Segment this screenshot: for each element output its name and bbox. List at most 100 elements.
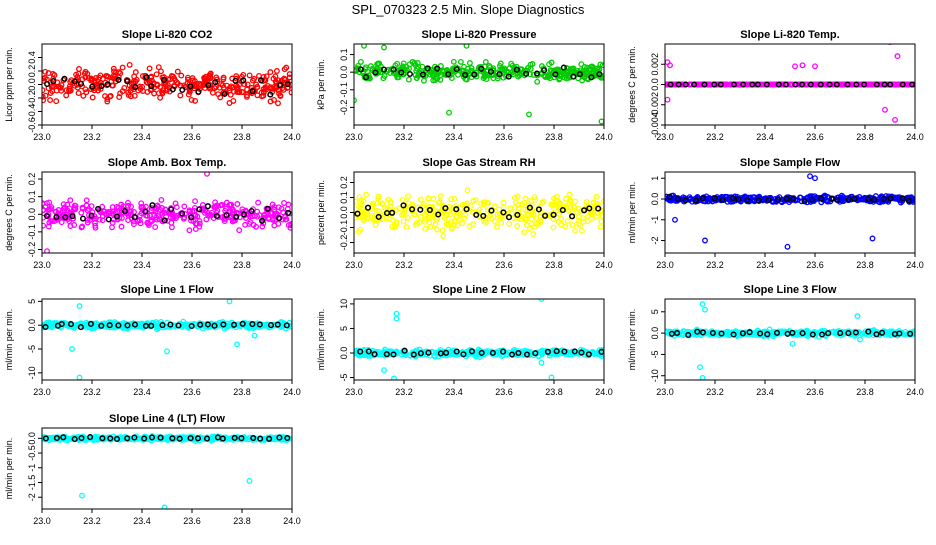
highlight-point bbox=[105, 216, 112, 223]
y-tick-label: -0.4 bbox=[27, 104, 37, 120]
highlight-point bbox=[389, 209, 396, 216]
data-point bbox=[500, 199, 507, 206]
outlier-point bbox=[699, 374, 706, 380]
data-point bbox=[159, 89, 166, 96]
highlight-point bbox=[879, 329, 886, 336]
highlight-point bbox=[219, 435, 226, 442]
x-tick-label: 23.6 bbox=[495, 387, 513, 397]
data-point bbox=[260, 86, 267, 93]
data-point bbox=[365, 215, 372, 222]
chart-panel-1: Slope Li-820 CO2 Licor ppm per min. 23.0 23… bbox=[4, 29, 301, 142]
data-point bbox=[441, 68, 448, 75]
data-point bbox=[361, 209, 368, 216]
highlight-point bbox=[508, 351, 516, 358]
highlight-point bbox=[168, 206, 175, 213]
data-point bbox=[400, 212, 407, 218]
data-point bbox=[271, 96, 277, 103]
highlight-point bbox=[505, 214, 513, 221]
data-point bbox=[71, 204, 78, 211]
y-axis-label: ml/min per min. bbox=[627, 309, 637, 371]
chart-title: Slope Line 4 (LT) Flow bbox=[109, 413, 225, 425]
highlight-point bbox=[783, 195, 790, 202]
highlight-point bbox=[730, 81, 738, 88]
highlight-point bbox=[596, 71, 603, 78]
data-point bbox=[405, 76, 412, 83]
data-point bbox=[42, 92, 49, 99]
plot-frame bbox=[353, 298, 605, 381]
data-point bbox=[515, 73, 522, 80]
y-tick-label: -0.5 bbox=[27, 445, 37, 461]
y-tick-label: 0.0 bbox=[27, 432, 37, 445]
outlier-point bbox=[812, 63, 818, 70]
data-point bbox=[96, 74, 103, 81]
data-point bbox=[484, 207, 491, 213]
data-point bbox=[259, 223, 266, 230]
data-point bbox=[448, 224, 455, 231]
highlight-point bbox=[53, 434, 60, 442]
outlier-point bbox=[361, 44, 367, 49]
highlight-point bbox=[588, 74, 595, 81]
data-point bbox=[151, 90, 158, 97]
data-point bbox=[119, 64, 126, 71]
highlight-point bbox=[354, 210, 361, 217]
data-point bbox=[46, 199, 53, 206]
highlight-point bbox=[277, 82, 284, 89]
data-point bbox=[447, 211, 453, 218]
data-point bbox=[781, 196, 788, 203]
x-tick-label: 23.4 bbox=[756, 132, 774, 142]
data-point bbox=[491, 203, 498, 210]
data-point bbox=[412, 72, 419, 79]
data-point bbox=[181, 203, 188, 210]
data-point bbox=[132, 69, 139, 76]
data-point bbox=[205, 212, 212, 219]
highlight-point bbox=[400, 202, 407, 209]
highlight-point bbox=[666, 193, 673, 200]
data-point bbox=[456, 211, 463, 218]
highlight-point bbox=[535, 206, 542, 213]
data-point bbox=[673, 81, 680, 88]
data-point bbox=[229, 434, 236, 441]
data-point bbox=[464, 187, 471, 194]
highlight-point bbox=[887, 195, 894, 202]
chart-title: Slope Line 1 Flow bbox=[121, 284, 214, 296]
y-tick-label: -0.2 bbox=[339, 235, 349, 251]
x-tick-label: 23.2 bbox=[395, 260, 413, 270]
data-point bbox=[568, 66, 574, 72]
data-point bbox=[599, 213, 604, 219]
highlight-point bbox=[809, 331, 816, 338]
data-point bbox=[192, 198, 199, 205]
highlight-point bbox=[43, 212, 50, 219]
data-point bbox=[553, 197, 560, 204]
data-point bbox=[53, 98, 60, 105]
highlight-point bbox=[845, 196, 852, 203]
data-point bbox=[521, 229, 528, 236]
data-point bbox=[280, 86, 287, 93]
y-tick-label: 0.002 bbox=[650, 53, 660, 76]
y-tick-label: 1 bbox=[650, 176, 660, 181]
data-point bbox=[66, 218, 73, 225]
data-point bbox=[355, 228, 362, 235]
data-point bbox=[419, 63, 426, 70]
highlight-point bbox=[159, 322, 166, 329]
highlight-point bbox=[478, 65, 485, 72]
data-point bbox=[249, 77, 256, 84]
x-tick-label: 23.2 bbox=[706, 260, 724, 270]
data-point bbox=[230, 88, 237, 95]
highlight-point bbox=[775, 81, 782, 88]
highlight-point bbox=[500, 209, 507, 216]
highlight-point bbox=[487, 68, 495, 75]
y-tick-label: 5 bbox=[339, 326, 349, 331]
data-point bbox=[601, 198, 604, 205]
highlight-point bbox=[560, 64, 567, 71]
highlight-point bbox=[817, 81, 824, 88]
data-point bbox=[432, 221, 439, 228]
y-tick-label: 10 bbox=[339, 299, 349, 309]
data-point bbox=[482, 219, 489, 225]
data-point bbox=[162, 206, 169, 213]
highlight-point bbox=[576, 71, 583, 78]
data-point bbox=[277, 93, 284, 100]
highlight-point bbox=[471, 71, 478, 78]
highlight-point bbox=[71, 436, 78, 443]
data-point bbox=[273, 68, 280, 74]
data-point bbox=[201, 74, 208, 81]
